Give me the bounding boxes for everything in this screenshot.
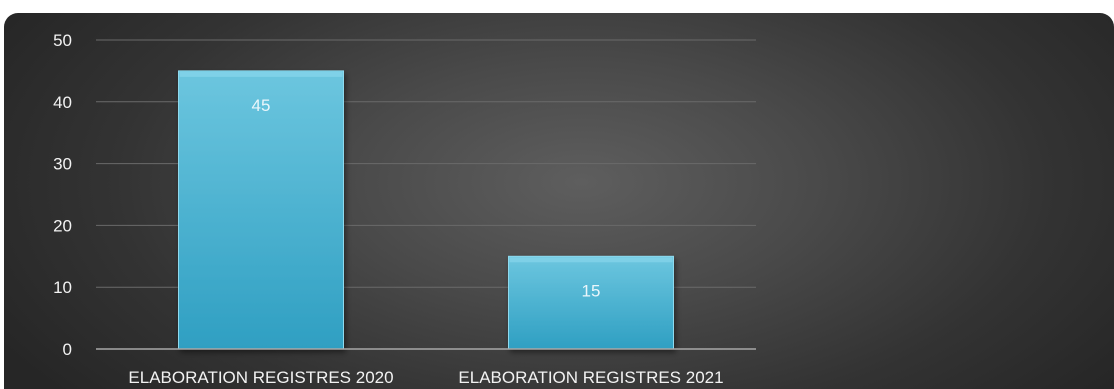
chart-area: 0 10 20 30 40 50 45 15 ELABORATION REGISTRES 2… xyxy=(4,13,1114,389)
bar xyxy=(178,70,344,350)
y-tick-label: 30 xyxy=(53,155,72,174)
y-tick-label: 50 xyxy=(53,31,72,50)
bar xyxy=(508,255,674,350)
bar-data-label: 45 xyxy=(252,96,271,115)
y-tick-label: 10 xyxy=(53,278,72,297)
bar-data-label: 15 xyxy=(582,281,601,300)
x-category-label: ELABORATION REGISTRES 2021 xyxy=(458,368,723,387)
x-category-label: ELABORATION REGISTRES 2020 xyxy=(128,368,393,387)
bar-highlight xyxy=(179,71,343,77)
y-tick-label: 0 xyxy=(63,340,72,359)
y-tick-label: 40 xyxy=(53,93,72,112)
bar-highlight xyxy=(509,257,673,263)
y-tick-label: 20 xyxy=(53,216,72,235)
bar-chart: 0 10 20 30 40 50 45 15 ELABORATION REGISTRES 2… xyxy=(53,31,756,387)
